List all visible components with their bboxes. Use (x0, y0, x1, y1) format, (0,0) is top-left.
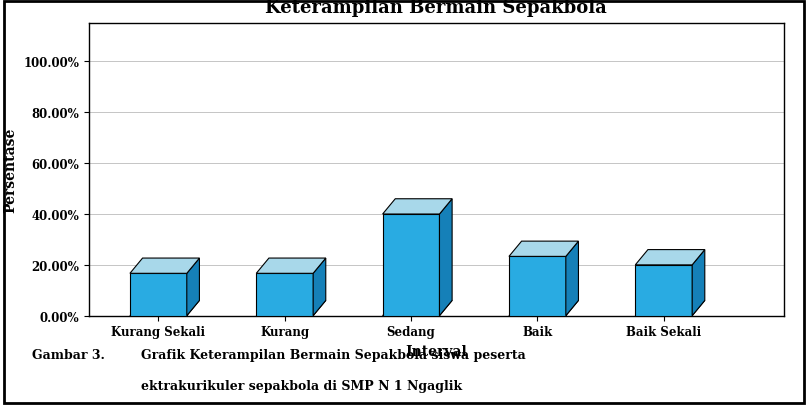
Polygon shape (187, 258, 200, 316)
Polygon shape (383, 215, 440, 316)
Polygon shape (635, 301, 705, 316)
Polygon shape (383, 301, 452, 316)
Polygon shape (130, 301, 200, 316)
Polygon shape (256, 301, 326, 316)
Polygon shape (692, 250, 705, 316)
Polygon shape (635, 250, 705, 265)
Polygon shape (566, 241, 579, 316)
Text: ektrakurikuler sepakbola di SMP N 1 Ngaglik: ektrakurikuler sepakbola di SMP N 1 Ngag… (141, 379, 462, 392)
Polygon shape (256, 274, 314, 316)
Text: Gambar 3.: Gambar 3. (32, 348, 105, 361)
Polygon shape (440, 199, 452, 316)
Y-axis label: Persentase: Persentase (4, 128, 18, 213)
Text: Grafik Keterampilan Bermain Sepakbola siswa peserta: Grafik Keterampilan Bermain Sepakbola si… (141, 348, 526, 361)
Polygon shape (509, 257, 566, 316)
Polygon shape (130, 274, 187, 316)
X-axis label: Interval: Interval (406, 344, 467, 358)
Polygon shape (635, 265, 692, 316)
Polygon shape (509, 241, 579, 257)
Polygon shape (509, 301, 579, 316)
Polygon shape (314, 258, 326, 316)
Title: Keterampilan Bermain Sepakbola: Keterampilan Bermain Sepakbola (266, 0, 607, 17)
Polygon shape (130, 258, 200, 274)
Polygon shape (383, 199, 452, 215)
Polygon shape (256, 258, 326, 274)
